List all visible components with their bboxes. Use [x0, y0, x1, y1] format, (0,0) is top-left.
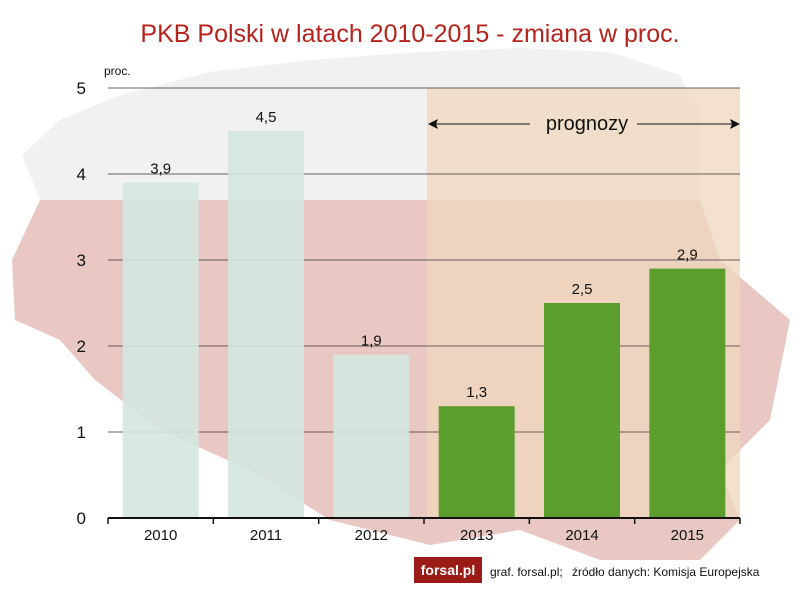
bar-2015: [649, 268, 726, 518]
y-tick-label: 1: [77, 423, 86, 442]
y-axis-ticks: 0 1 2 3 4 5: [77, 79, 86, 528]
footer-credit: graf. forsal.pl;: [490, 565, 563, 579]
x-tick-label-2012: 2012: [355, 527, 388, 544]
forsal-logo-text: forsal.pl: [421, 562, 475, 578]
x-tick-label-2014: 2014: [565, 527, 598, 544]
value-labels: 3,9 4,5 1,9 1,3 2,5 2,9: [150, 109, 698, 401]
bar-2012: [333, 354, 410, 518]
value-label-2013: 1,3: [466, 384, 487, 401]
x-axis: [107, 517, 741, 524]
x-tick-label-2013: 2013: [460, 527, 493, 544]
y-axis-unit: proc.: [104, 64, 131, 78]
gridlines: [108, 87, 740, 433]
footer: forsal.pl graf. forsal.pl; źródło danych…: [414, 557, 760, 583]
forsal-logo: [414, 557, 482, 583]
value-label-2011: 4,5: [256, 109, 277, 126]
y-tick-label: 0: [77, 509, 86, 528]
bar-2013: [438, 406, 515, 518]
bar-2011: [228, 131, 304, 518]
y-tick-label: 2: [77, 337, 86, 356]
arrowhead-left-icon: [428, 119, 438, 129]
y-tick-label: 3: [77, 251, 86, 270]
arrowhead-right-icon: [730, 119, 740, 129]
value-label-2010: 3,9: [150, 161, 171, 178]
x-tick-label-2011: 2011: [250, 527, 282, 544]
forecast-label: prognozy: [546, 113, 628, 135]
chart-title: PKB Polski w latach 2010-2015 - zmiana w…: [140, 20, 679, 48]
x-axis-ticks: 2010 2011 2012 2013 2014 2015: [144, 527, 704, 544]
footer-source: źródło danych: Komisja Europejska: [572, 565, 760, 579]
forecast-annotation: prognozy: [428, 113, 740, 135]
bar-2014: [544, 303, 620, 518]
bar-2010: [122, 182, 199, 518]
bars: [122, 131, 726, 518]
x-tick-label-2010: 2010: [144, 527, 177, 544]
value-label-2015: 2,9: [677, 247, 698, 264]
value-label-2014: 2,5: [572, 281, 593, 298]
y-tick-label: 5: [77, 79, 86, 98]
x-tick-label-2015: 2015: [671, 527, 704, 544]
value-label-2012: 1,9: [361, 333, 382, 350]
y-tick-label: 4: [77, 165, 86, 184]
